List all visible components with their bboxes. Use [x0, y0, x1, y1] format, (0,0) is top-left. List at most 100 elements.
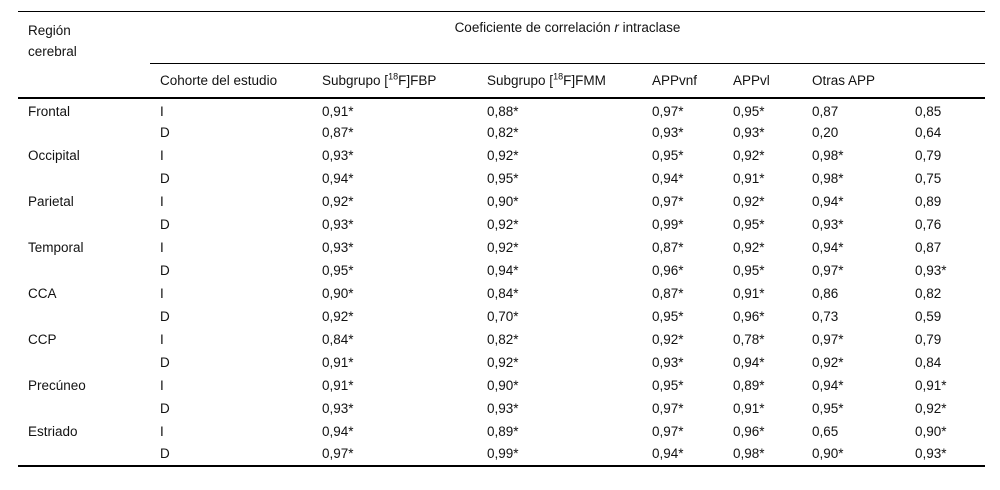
value-cell: 0,97*	[812, 331, 844, 347]
region-cell: Occipital	[28, 147, 80, 163]
col-header-region-line2: cerebral	[28, 44, 77, 59]
icc-table: Región cerebral Coeficiente de correlaci…	[18, 11, 986, 467]
value-cell: 0,95*	[322, 262, 354, 278]
value-cell: 0,99*	[652, 216, 684, 232]
value-cell: 0,87	[812, 103, 839, 119]
value-cell: 0,92*	[487, 216, 519, 232]
value-cell: 0,94*	[733, 354, 765, 370]
value-cell: 0,94*	[322, 423, 354, 439]
table-row: Occipital I 0,93* 0,92* 0,95* 0,92* 0,98* 0,79	[18, 144, 985, 167]
value-cell: 0,93*	[652, 354, 684, 370]
cohort-cell: D	[160, 400, 170, 416]
table-body: Frontal I 0,91* 0,88* 0,97* 0,95* 0,87 0,85 D 0,8…	[18, 98, 985, 466]
region-cell: Parietal	[28, 193, 74, 209]
table-row: D 0,97* 0,99* 0,94* 0,98* 0,90* 0,93*	[18, 443, 985, 466]
cohort-cell: I	[160, 193, 164, 209]
value-cell: 0,97*	[322, 446, 354, 461]
value-cell: 0,91*	[322, 103, 354, 119]
col-header-coefficient: Coeficiente de correlación r intraclase	[150, 11, 986, 64]
value-cell: 0,97*	[652, 103, 684, 119]
region-cell: Temporal	[28, 239, 84, 255]
value-cell: 0,95*	[812, 400, 844, 416]
value-cell: 0,96*	[733, 423, 765, 439]
value-cell: 0,97*	[812, 262, 844, 278]
value-cell: 0,92*	[322, 308, 354, 324]
cohort-cell: D	[160, 446, 170, 461]
coefficient-header-text: Coeficiente de correlación	[454, 20, 615, 35]
value-cell: 0,97*	[652, 400, 684, 416]
value-cell: 0,87*	[652, 239, 684, 255]
cohort-cell: D	[160, 308, 170, 324]
region-cell: Estriado	[28, 423, 78, 439]
cohort-cell: I	[160, 239, 164, 255]
value-cell: 0,94*	[652, 170, 684, 186]
icc-table-container: Región cerebral Coeficiente de correlaci…	[18, 11, 986, 467]
value-cell: 0,94*	[652, 446, 684, 461]
value-cell: 0,82*	[487, 331, 519, 347]
table-row: Estriado I 0,94* 0,89* 0,97* 0,96* 0,65 0,90*	[18, 420, 985, 443]
subgroup-fmm-prefix: Subgrupo [	[487, 72, 554, 88]
col-header-subgroup-fmm: Subgrupo [18F]FMM	[477, 63, 642, 99]
subgroup-fbp-suffix: F]FBP	[398, 72, 437, 88]
col-header-cohort: Cohorte del estudio	[150, 63, 312, 99]
subgroup-fbp-prefix: Subgrupo [	[322, 72, 389, 88]
value-cell: 0,82	[915, 285, 942, 301]
region-cell	[18, 213, 150, 236]
region-cell	[18, 397, 150, 420]
value-cell: 0,90*	[812, 446, 844, 461]
value-cell: 0,95*	[733, 103, 765, 119]
value-cell: 0,98*	[812, 170, 844, 186]
value-cell: 0,99*	[487, 446, 519, 461]
value-cell: 0,92*	[652, 331, 684, 347]
region-cell	[18, 305, 150, 328]
region-cell: Precúneo	[28, 377, 86, 393]
value-cell: 0,93*	[733, 124, 765, 140]
col-header-region-line1: Región	[28, 23, 71, 38]
cohort-cell: D	[160, 354, 170, 370]
region-cell: CCA	[28, 285, 57, 301]
cohort-cell: I	[160, 423, 164, 439]
table-row: D 0,92* 0,70* 0,95* 0,96* 0,73 0,59	[18, 305, 985, 328]
cohort-cell: I	[160, 147, 164, 163]
region-cell: Frontal	[28, 103, 71, 119]
value-cell: 0,78*	[733, 331, 765, 347]
value-cell: 0,95*	[652, 308, 684, 324]
region-cell	[18, 259, 150, 282]
value-cell: 0,91*	[915, 377, 947, 393]
subgroup-fmm-suffix: F]FMM	[563, 72, 606, 88]
isotope-18-superscript: 18	[553, 71, 564, 82]
value-cell: 0,85	[915, 103, 942, 119]
value-cell: 0,87	[915, 239, 942, 255]
value-cell: 0,79	[915, 331, 942, 347]
value-cell: 0,92*	[487, 354, 519, 370]
value-cell: 0,91*	[322, 377, 354, 393]
value-cell: 0,93*	[322, 400, 354, 416]
value-cell: 0,93*	[487, 400, 519, 416]
value-cell: 0,94*	[812, 377, 844, 393]
region-cell	[18, 121, 150, 144]
value-cell: 0,84*	[487, 285, 519, 301]
value-cell: 0,20	[812, 124, 839, 140]
value-cell: 0,94*	[487, 262, 519, 278]
value-cell: 0,92*	[915, 400, 947, 416]
coefficient-header-suffix: intraclase	[618, 20, 681, 35]
cohort-cell: I	[160, 331, 164, 347]
value-cell: 0,90*	[915, 423, 947, 439]
table-row: CCA I 0,90* 0,84* 0,87* 0,91* 0,86 0,82	[18, 282, 985, 305]
value-cell: 0,90*	[487, 193, 519, 209]
value-cell: 0,95*	[487, 170, 519, 186]
value-cell: 0,73	[812, 308, 839, 324]
table-row: Temporal I 0,93* 0,92* 0,87* 0,92* 0,94* 0,87	[18, 236, 985, 259]
table-row: D 0,87* 0,82* 0,93* 0,93* 0,20 0,64	[18, 121, 985, 144]
value-cell: 0,88*	[487, 103, 519, 119]
table-row: CCP I 0,84* 0,82* 0,92* 0,78* 0,97* 0,79	[18, 328, 985, 351]
cohort-cell: D	[160, 170, 170, 186]
value-cell: 0,92*	[487, 147, 519, 163]
value-cell: 0,91*	[322, 354, 354, 370]
value-cell: 0,95*	[652, 147, 684, 163]
table-row: D 0,94* 0,95* 0,94* 0,91* 0,98* 0,75	[18, 167, 985, 190]
value-cell: 0,93*	[322, 239, 354, 255]
value-cell: 0,84*	[322, 331, 354, 347]
value-cell: 0,87*	[322, 124, 354, 140]
value-cell: 0,82*	[487, 124, 519, 140]
